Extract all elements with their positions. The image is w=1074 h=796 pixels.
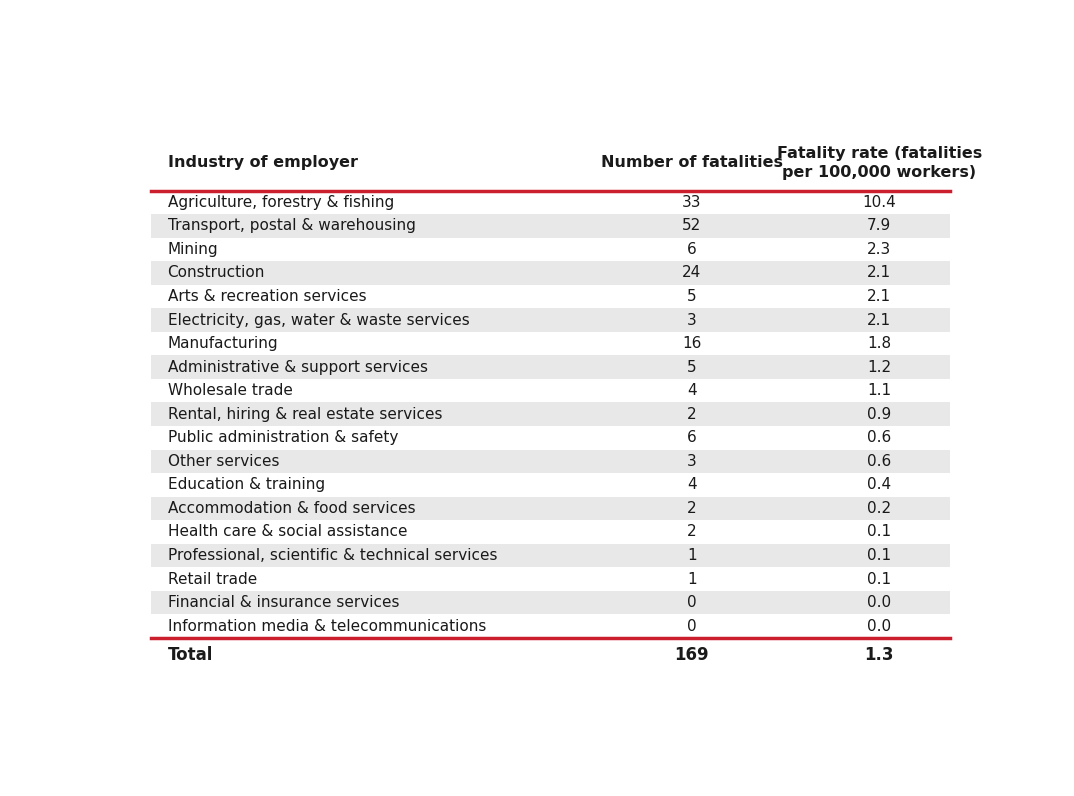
Text: 0.6: 0.6 [867, 431, 891, 445]
Text: Wholesale trade: Wholesale trade [168, 383, 292, 398]
Bar [150, 473, 949, 497]
Text: Mining: Mining [168, 242, 218, 257]
Text: 0.0: 0.0 [867, 618, 891, 634]
Bar [150, 214, 949, 238]
Text: Information media & telecommunications: Information media & telecommunications [168, 618, 485, 634]
Text: 52: 52 [682, 218, 701, 233]
Text: 2: 2 [687, 501, 697, 516]
Text: 24: 24 [682, 265, 701, 280]
Text: 10.4: 10.4 [862, 195, 896, 210]
Text: 3: 3 [687, 454, 697, 469]
Bar [150, 238, 949, 261]
Text: 169: 169 [674, 646, 709, 664]
Text: Fatality rate (fatalities
per 100,000 workers): Fatality rate (fatalities per 100,000 wo… [777, 146, 982, 180]
Text: Education & training: Education & training [168, 478, 324, 493]
Text: 0.0: 0.0 [867, 595, 891, 610]
Text: 0: 0 [687, 595, 697, 610]
Bar [150, 308, 949, 332]
Text: 1: 1 [687, 572, 697, 587]
Bar [150, 261, 949, 285]
Text: Rental, hiring & real estate services: Rental, hiring & real estate services [168, 407, 442, 422]
Bar [150, 544, 949, 568]
Bar [150, 568, 949, 591]
Text: 2.1: 2.1 [867, 313, 891, 327]
Text: 0.9: 0.9 [867, 407, 891, 422]
Text: Number of fatalities: Number of fatalities [601, 155, 783, 170]
Text: Accommodation & food services: Accommodation & food services [168, 501, 416, 516]
Bar [150, 379, 949, 403]
Text: 0.1: 0.1 [867, 525, 891, 540]
Text: 0.6: 0.6 [867, 454, 891, 469]
Text: Administrative & support services: Administrative & support services [168, 360, 427, 375]
Bar [150, 190, 949, 214]
Text: 6: 6 [687, 431, 697, 445]
Bar [150, 450, 949, 473]
Text: 1.8: 1.8 [867, 336, 891, 351]
Bar [150, 332, 949, 355]
Text: 2: 2 [687, 407, 697, 422]
Text: Manufacturing: Manufacturing [168, 336, 278, 351]
Text: 5: 5 [687, 360, 697, 375]
Text: 1.1: 1.1 [867, 383, 891, 398]
Bar [150, 285, 949, 308]
Text: Professional, scientific & technical services: Professional, scientific & technical ser… [168, 548, 497, 563]
Bar [150, 403, 949, 426]
Text: Construction: Construction [168, 265, 265, 280]
Text: Financial & insurance services: Financial & insurance services [168, 595, 400, 610]
Text: 2: 2 [687, 525, 697, 540]
Text: Electricity, gas, water & waste services: Electricity, gas, water & waste services [168, 313, 469, 327]
Text: 0.2: 0.2 [867, 501, 891, 516]
Text: 0.1: 0.1 [867, 548, 891, 563]
Bar [150, 615, 949, 638]
Text: 1.3: 1.3 [865, 646, 894, 664]
Text: 33: 33 [682, 195, 701, 210]
Text: Retail trade: Retail trade [168, 572, 257, 587]
Text: 3: 3 [687, 313, 697, 327]
Text: Total: Total [168, 646, 213, 664]
Text: 7.9: 7.9 [867, 218, 891, 233]
Text: Transport, postal & warehousing: Transport, postal & warehousing [168, 218, 416, 233]
Text: 4: 4 [687, 383, 697, 398]
Bar [150, 521, 949, 544]
Text: Other services: Other services [168, 454, 279, 469]
Text: 0.1: 0.1 [867, 572, 891, 587]
Text: 4: 4 [687, 478, 697, 493]
Text: 2.1: 2.1 [867, 265, 891, 280]
Text: 16: 16 [682, 336, 701, 351]
Text: 0: 0 [687, 618, 697, 634]
Text: Health care & social assistance: Health care & social assistance [168, 525, 407, 540]
Text: 6: 6 [687, 242, 697, 257]
Text: 5: 5 [687, 289, 697, 304]
Text: 1: 1 [687, 548, 697, 563]
Text: 0.4: 0.4 [867, 478, 891, 493]
Bar [150, 426, 949, 450]
Bar [150, 497, 949, 521]
Text: Agriculture, forestry & fishing: Agriculture, forestry & fishing [168, 195, 394, 210]
Text: Public administration & safety: Public administration & safety [168, 431, 398, 445]
Text: 1.2: 1.2 [867, 360, 891, 375]
Text: 2.3: 2.3 [867, 242, 891, 257]
Text: Arts & recreation services: Arts & recreation services [168, 289, 366, 304]
Text: Industry of employer: Industry of employer [168, 155, 358, 170]
Bar [150, 355, 949, 379]
Bar [150, 591, 949, 615]
Text: 2.1: 2.1 [867, 289, 891, 304]
FancyBboxPatch shape [130, 92, 971, 712]
